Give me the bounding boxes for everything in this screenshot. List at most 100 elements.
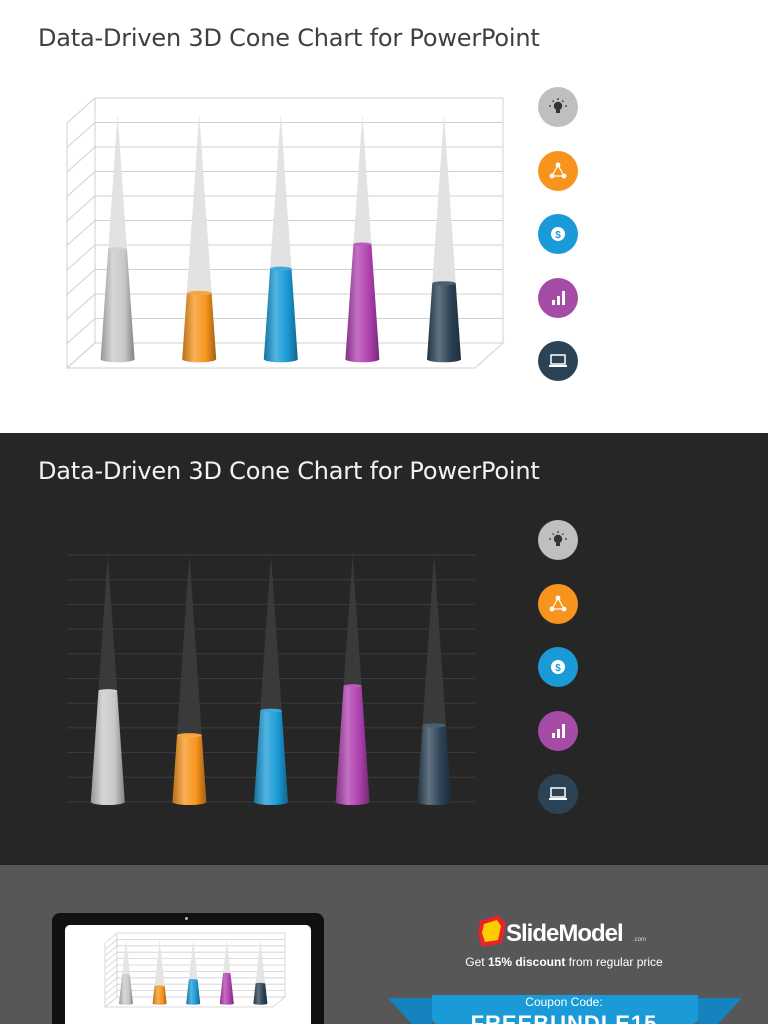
network-legend-badge: [538, 583, 578, 624]
grid-side-line: [104, 971, 118, 982]
cone-bar: [253, 982, 268, 1005]
cone-ghost-shape: [260, 555, 282, 711]
grid-side-line: [104, 958, 118, 969]
network-icon: [549, 162, 567, 178]
discount-pre: Get: [465, 955, 485, 969]
promo-banner: SlideModel .com Get 15% discount from re…: [0, 865, 768, 1024]
cone-ghost: [432, 114, 456, 284]
dollar-legend-badge: $: [538, 214, 578, 254]
grid-side-line: [104, 964, 118, 976]
coupon-ribbon: [388, 995, 742, 1024]
grid-side-line: [66, 195, 96, 222]
discount-text: Get 15% discount from regular price: [390, 955, 738, 969]
cone-ghost-shape: [98, 555, 118, 691]
cone-bar: [345, 242, 380, 363]
lightbulb-icon: [549, 531, 567, 546]
cone-ghost-shape: [108, 114, 127, 249]
cone-top: [223, 972, 231, 975]
cone-bar: [263, 266, 298, 363]
discount-bold: 15% discount: [487, 955, 566, 969]
laptop-legend-badge: [538, 774, 578, 814]
bar-chart-icon: [552, 723, 565, 738]
cone-ghost-shape: [122, 939, 130, 975]
cone-chart-dark: [67, 554, 475, 806]
cone-top: [422, 723, 446, 728]
cone-ghost: [188, 939, 198, 980]
cone-ghost: [353, 114, 372, 245]
grid-side-line: [104, 939, 118, 950]
grid-side-line: [66, 122, 96, 148]
cone-body: [254, 710, 288, 806]
laptop-icon: [549, 787, 567, 800]
cone-bar: [335, 684, 370, 806]
laptop-legend-badge: [538, 341, 578, 381]
slide-dark: Data-Driven 3D Cone Chart for PowerPoint…: [0, 433, 768, 865]
cone-top: [343, 684, 362, 688]
discount-post: from regular price: [568, 955, 663, 969]
dollar-icon: $: [551, 227, 565, 241]
cone-bar: [119, 974, 133, 1005]
cone-ghost-shape: [343, 555, 362, 686]
slidemodel-logo-icon: [478, 915, 506, 947]
cone-top: [255, 982, 266, 985]
cone-body: [253, 983, 268, 1005]
cone-ghost: [154, 939, 165, 987]
cone-bar: [172, 733, 207, 806]
cone-body: [100, 249, 135, 363]
brand-name: SlideModel: [506, 920, 624, 947]
cone-ghost: [343, 555, 362, 686]
lightbulb-legend-badge: [538, 520, 578, 560]
cone-top: [122, 974, 130, 976]
cone-body: [119, 974, 133, 1005]
brand-suffix: .com: [633, 937, 647, 943]
slide-title: Data-Driven 3D Cone Chart for PowerPoint: [38, 457, 540, 485]
grid-side-line: [104, 977, 118, 989]
cone-bar: [427, 281, 461, 363]
dollar-legend-badge: $: [538, 647, 578, 687]
cone-ghost: [186, 114, 212, 294]
grid-side-line: [104, 932, 118, 944]
network-legend-badge: [538, 150, 578, 191]
grid-side-line: [66, 220, 96, 246]
cone-top: [270, 266, 292, 271]
grid-side-line: [104, 951, 118, 963]
bar-chart-legend-badge: [538, 277, 578, 318]
cone-top: [186, 290, 212, 296]
cone-body: [186, 979, 201, 1005]
bar-chart-legend-badge: [538, 710, 578, 751]
grid-side-line: [66, 146, 96, 173]
cone-ghost-shape: [154, 939, 165, 987]
coupon-label: Coupon Code:: [525, 995, 603, 1009]
cone-body: [182, 293, 217, 363]
grid-side-line: [66, 269, 96, 295]
grid-side-line: [66, 97, 96, 124]
cone-bar: [182, 290, 217, 363]
grid-side-line: [104, 945, 118, 957]
cone-body: [172, 735, 207, 806]
cone-bar: [186, 979, 201, 1005]
cone-ghost: [122, 939, 130, 975]
cone-ghost-shape: [176, 555, 202, 736]
cone-ghost: [176, 555, 202, 736]
cone-body: [417, 725, 452, 806]
cone-ghost-shape: [186, 114, 212, 294]
lightbulb-icon: [549, 98, 567, 113]
cone-top: [108, 247, 127, 251]
coupon-code[interactable]: FREEBUNDLE15: [470, 1011, 658, 1024]
cone-bar: [90, 689, 125, 806]
cone-top: [176, 733, 202, 738]
grid-side-line: [66, 244, 96, 271]
slide-title: Data-Driven 3D Cone Chart for PowerPoint: [38, 24, 540, 52]
mini-cone-chart: [103, 932, 287, 1008]
cone-top: [154, 985, 165, 988]
cone-ghost: [260, 555, 282, 711]
slide-light: Data-Driven 3D Cone Chart for PowerPoint…: [0, 0, 768, 433]
cone-ghost-shape: [223, 939, 231, 974]
cone-top: [432, 281, 456, 286]
cone-ghost-shape: [270, 114, 292, 269]
cone-bar: [152, 985, 167, 1005]
laptop-screen: [65, 925, 311, 1024]
cone-ghost-shape: [255, 939, 266, 984]
cone-top: [353, 242, 372, 246]
cone-ghost-shape: [422, 555, 446, 726]
